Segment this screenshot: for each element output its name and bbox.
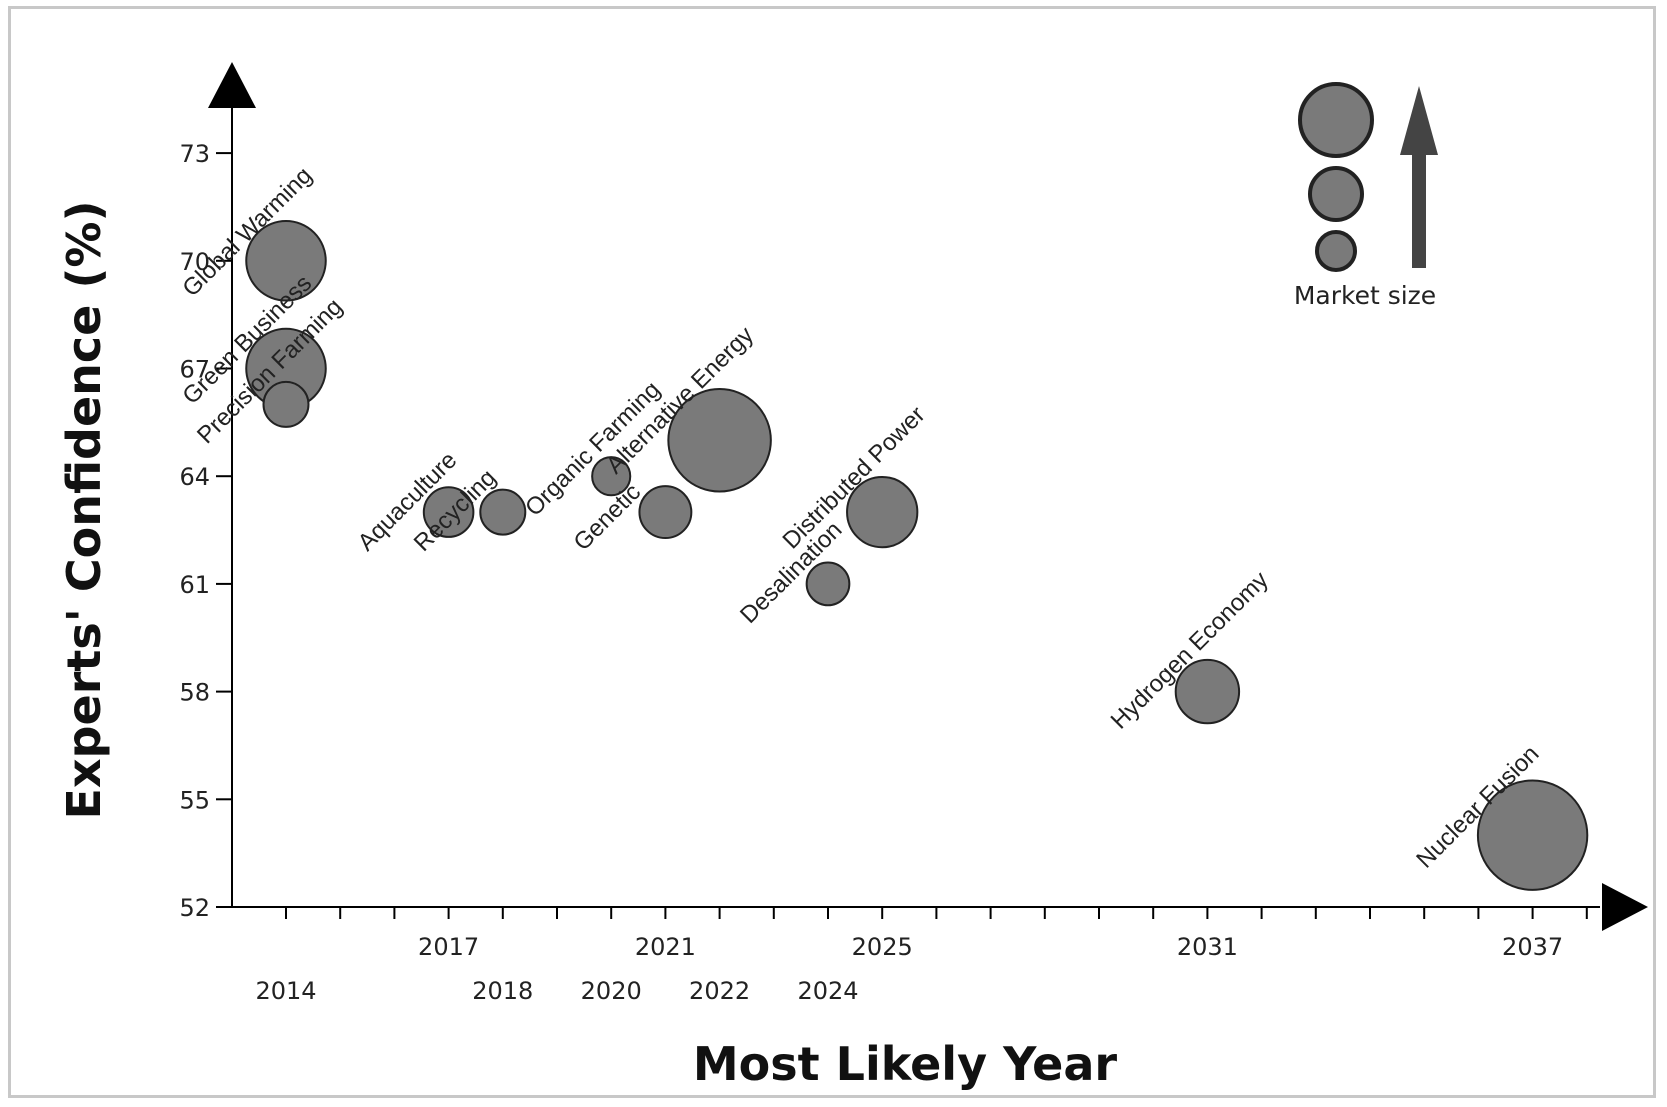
bubble-genetic xyxy=(638,485,693,540)
bubble-precision-farming xyxy=(262,380,310,428)
legend: Market size xyxy=(1294,82,1438,310)
legend-bubble-small xyxy=(1315,230,1357,272)
y-axis-arrow xyxy=(208,62,256,108)
x-axis-title: Most Likely Year xyxy=(693,1037,1117,1091)
x-tick-label: 2031 xyxy=(1177,933,1238,961)
legend-label: Market size xyxy=(1294,281,1436,310)
y-tick-label: 52 xyxy=(179,894,210,922)
y-tick-label: 55 xyxy=(179,786,210,814)
bubble-nuclear-fusion xyxy=(1476,779,1589,891)
y-tick-label: 70 xyxy=(179,248,210,276)
bubble-recycling xyxy=(479,488,527,536)
y-tick-label: 64 xyxy=(179,463,210,491)
bubble-organic-farming xyxy=(591,456,632,497)
y-tick-label: 58 xyxy=(179,679,210,707)
bubble-distributed-power xyxy=(846,475,919,549)
legend-arrow-shaft xyxy=(1412,150,1426,268)
legend-arrow-head xyxy=(1400,86,1438,155)
x-axis-arrow xyxy=(1602,883,1648,931)
legend-bubble-medium xyxy=(1308,166,1364,222)
x-tick-label: 2022 xyxy=(689,977,750,1005)
x-tick-label: 2024 xyxy=(797,977,858,1005)
x-tick-label: 2021 xyxy=(635,933,696,961)
x-tick-label: 2025 xyxy=(852,933,913,961)
bubble-desalination xyxy=(805,561,851,607)
bubbles-layer xyxy=(245,220,1589,891)
bubble-global-warming xyxy=(245,220,327,302)
x-tick-label: 2017 xyxy=(418,933,479,961)
axes: 52 55 58 61 64 67 70 73 2017 2021 2025 2031 2037 2014… xyxy=(179,62,1648,1005)
bubble-aquaculture xyxy=(422,486,475,538)
x-tick-label: 2020 xyxy=(581,977,642,1005)
legend-bubble-large xyxy=(1298,82,1374,158)
y-axis-title: Experts' Confidence (%) xyxy=(57,200,111,819)
bubble-alternative-energy xyxy=(667,388,772,493)
x-tick-label: 2014 xyxy=(255,977,316,1005)
y-tick-label: 67 xyxy=(179,356,210,384)
chart-frame xyxy=(8,6,1656,1098)
bubble-hydrogen-economy xyxy=(1174,658,1241,725)
y-tick-label: 73 xyxy=(179,140,210,168)
x-tick-label: 2037 xyxy=(1502,933,1563,961)
y-tick-label: 61 xyxy=(179,571,210,599)
x-tick-label: 2018 xyxy=(472,977,533,1005)
